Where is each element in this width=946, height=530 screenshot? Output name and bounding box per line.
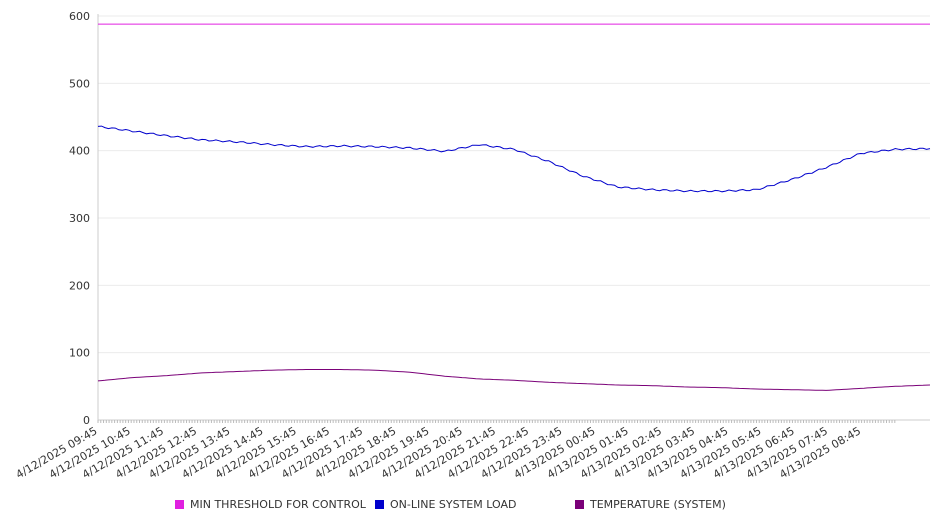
legend: MIN THRESHOLD FOR CONTROL ON-LINE SYSTEM… [0, 498, 946, 514]
x-axis-ticks: 4/12/2025 09:454/12/2025 10:454/12/2025 … [14, 420, 896, 481]
y-tick-label: 0 [83, 414, 90, 427]
legend-item-system-load: ON-LINE SYSTEM LOAD [375, 498, 516, 511]
series-line-2 [97, 369, 931, 391]
y-tick-label: 500 [69, 77, 90, 90]
legend-label-temperature: TEMPERATURE (SYSTEM) [590, 498, 726, 511]
y-tick-label: 400 [69, 145, 90, 158]
y-tick-label: 600 [69, 10, 90, 23]
series-line-1 [97, 125, 931, 193]
legend-label-system-load: ON-LINE SYSTEM LOAD [390, 498, 517, 511]
legend-swatch-system-load [375, 500, 384, 509]
legend-item-temperature: TEMPERATURE (SYSTEM) [575, 498, 726, 511]
axes [97, 14, 930, 421]
legend-swatch-min-threshold [175, 500, 184, 509]
y-tick-label: 100 [69, 347, 90, 360]
legend-swatch-temperature [575, 500, 584, 509]
y-axis-ticks: 0 100 200 300 400 500 600 [69, 10, 90, 427]
series-lines [97, 23, 931, 391]
legend-item-min-threshold: MIN THRESHOLD FOR CONTROL [175, 498, 366, 511]
legend-label-min-threshold: MIN THRESHOLD FOR CONTROL [190, 498, 366, 511]
grid-lines [98, 15, 930, 354]
y-tick-label: 300 [69, 212, 90, 225]
y-tick-label: 200 [69, 279, 90, 292]
